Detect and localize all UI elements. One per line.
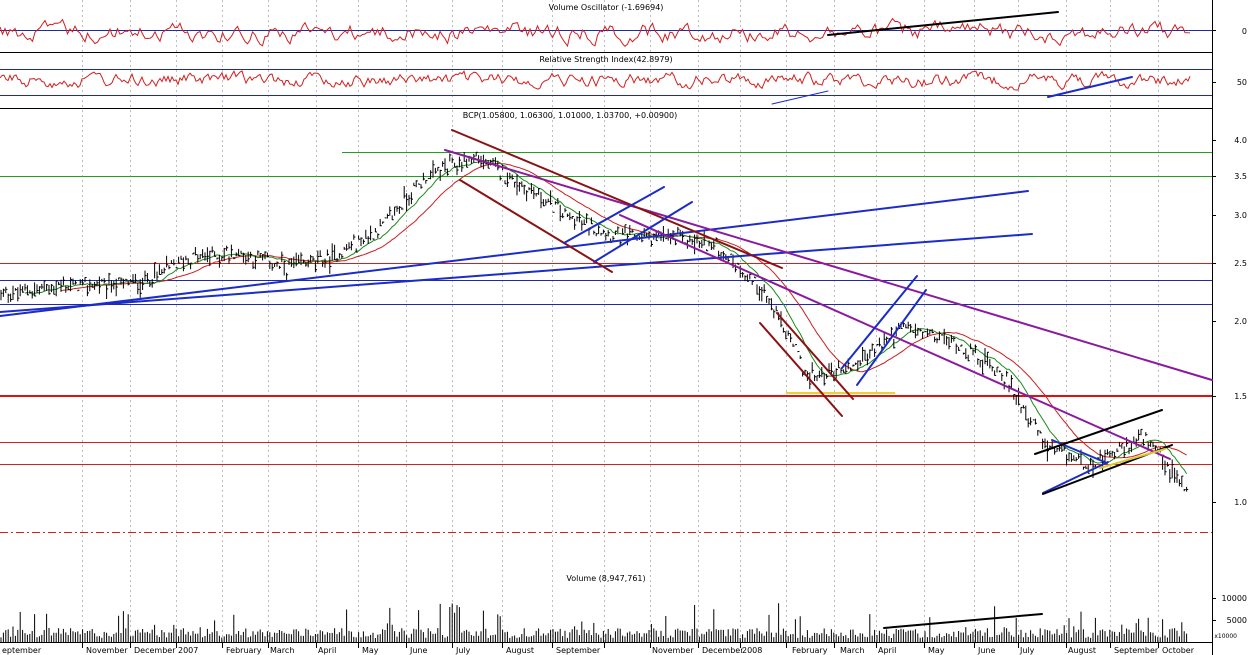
price-title: BCP(1.05800, 1.06300, 1.01000, 1.03700, … — [463, 111, 677, 120]
rsi-divergence-line-1 — [771, 90, 829, 105]
month-label: September — [1114, 646, 1159, 655]
vo-tick-0: 0 — [1242, 27, 1247, 36]
price-tick-4: 4.0 — [1234, 136, 1247, 145]
right-axis-marks — [1212, 30, 1216, 621]
month-label: July — [455, 646, 471, 655]
month-label: December — [134, 646, 176, 655]
month-axis: eptember November December 2007 February Marc… — [2, 643, 1195, 655]
volume-unit-label: x10000 — [1214, 633, 1237, 640]
channel-brown-1 — [451, 129, 783, 269]
month-label: April — [878, 646, 896, 655]
volume-divergence-line — [883, 613, 1043, 629]
price-tick-1-5: 1.5 — [1234, 392, 1247, 401]
trend-blue-long-2 — [0, 233, 1033, 313]
month-label: May — [362, 646, 379, 655]
trend-blue-long-1 — [0, 190, 1029, 317]
right-axis: 0 50 4.0 3.5 3.0 2.5 2.0 1.5 1.0 10000 5… — [1214, 27, 1247, 640]
horizontal-levels — [0, 152, 1212, 533]
channel-brown-3 — [759, 322, 843, 417]
month-label: September — [556, 646, 601, 655]
month-label: May — [928, 646, 945, 655]
volume-title: Volume (8,947,761) — [566, 574, 645, 583]
channel-blue-2 — [593, 201, 693, 263]
moving-average-short — [24, 159, 1188, 474]
trend-purple-1 — [444, 149, 1213, 381]
rsi-title: Relative Strength Index(42.8979) — [539, 55, 672, 64]
month-label: June — [409, 646, 428, 655]
price-tick-2: 2.0 — [1234, 317, 1247, 326]
rsi-line — [0, 70, 1191, 91]
month-label: July — [1019, 646, 1035, 655]
channel-brown-2 — [459, 179, 613, 273]
wedge-black-top — [1034, 409, 1163, 455]
month-label: August — [506, 646, 534, 655]
wedge-yellow — [1099, 448, 1166, 469]
month-label: February — [226, 646, 262, 655]
volume-oscillator-title: Volume Oscillator (-1.69694) — [549, 3, 664, 12]
channel-brown-4 — [776, 312, 854, 400]
triangle-blue-top — [1051, 439, 1108, 464]
triangle-blue-bottom — [1042, 461, 1109, 494]
price-tick-3-5: 3.5 — [1234, 172, 1247, 181]
trendlines — [0, 11, 1213, 629]
volume-tick-5000: 5000 — [1227, 616, 1247, 625]
month-label: 2008 — [742, 646, 762, 655]
month-label: February — [792, 646, 828, 655]
rsi-tick-50: 50 — [1237, 78, 1247, 87]
price-tick-1: 1.0 — [1234, 498, 1247, 507]
month-label: eptember — [2, 646, 42, 655]
month-label: November — [652, 646, 694, 655]
vo-divergence-line — [827, 11, 1059, 36]
month-label: June — [977, 646, 996, 655]
channel-blue-3 — [841, 275, 918, 369]
month-label: November — [86, 646, 128, 655]
month-label: December — [702, 646, 744, 655]
price-tick-2-5: 2.5 — [1234, 259, 1247, 268]
volume-tick-10000: 10000 — [1222, 594, 1247, 603]
month-label: April — [318, 646, 336, 655]
month-label: October — [1162, 646, 1195, 655]
month-label: 2007 — [178, 646, 198, 655]
channel-blue-1 — [563, 186, 665, 244]
month-label: March — [270, 646, 294, 655]
month-label: August — [1068, 646, 1096, 655]
price-tick-3: 3.0 — [1234, 211, 1247, 220]
trend-purple-2 — [619, 214, 1171, 460]
volume-oscillator-line — [0, 17, 1191, 48]
channel-blue-4 — [856, 289, 927, 386]
rsi-divergence-line-2 — [1047, 76, 1133, 98]
month-label: March — [840, 646, 864, 655]
volume-bars — [0, 603, 1188, 642]
panel-borders — [0, 0, 1213, 655]
